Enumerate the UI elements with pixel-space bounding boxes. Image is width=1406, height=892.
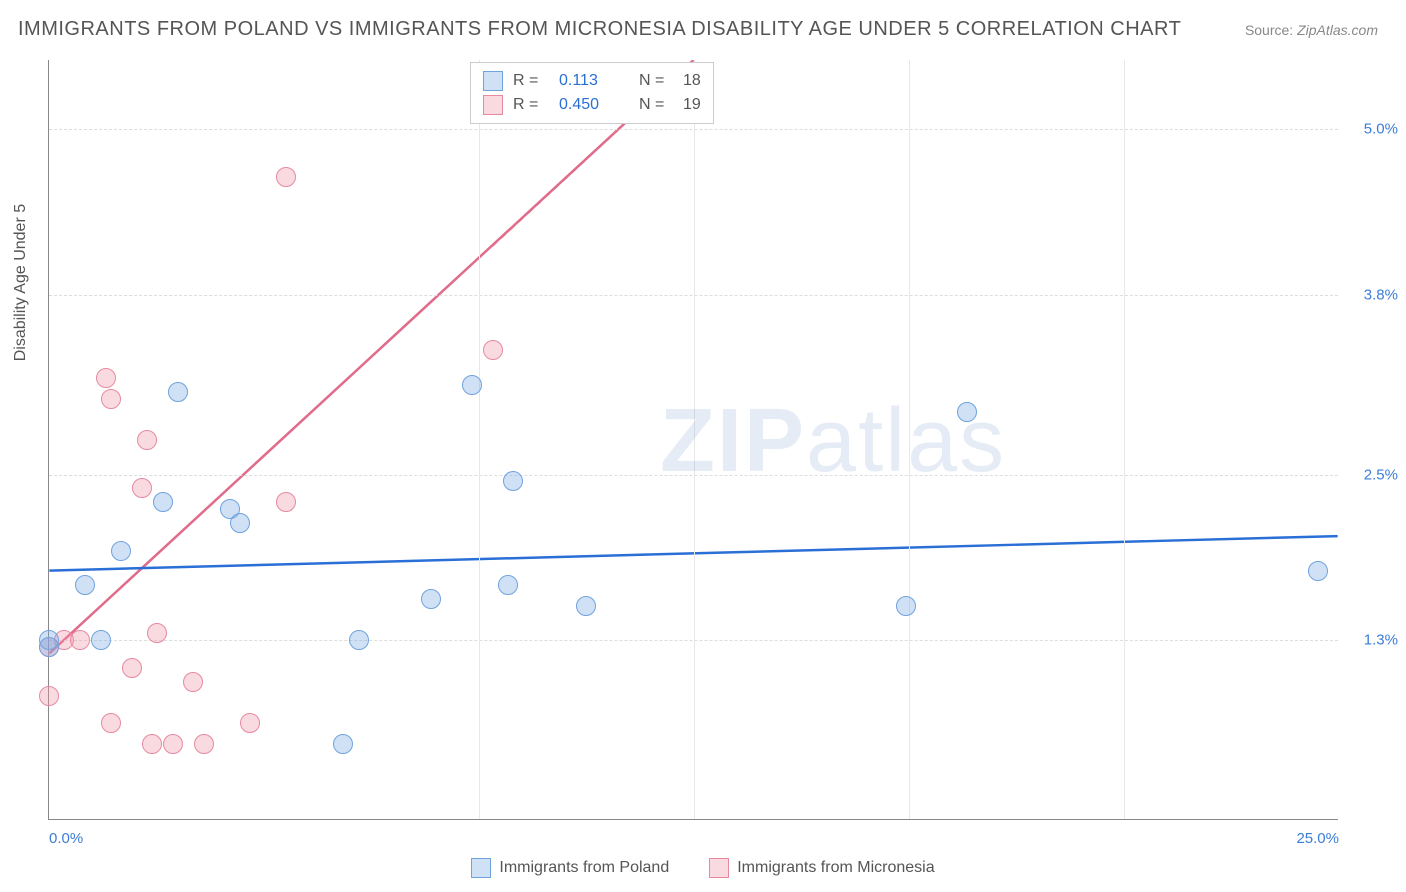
data-point-poland (168, 382, 188, 402)
plot-area: 1.3%2.5%3.8%5.0%0.0%25.0% (48, 60, 1338, 820)
data-point-micronesia (101, 713, 121, 733)
data-point-micronesia (276, 492, 296, 512)
legend-series: Immigrants from Poland Immigrants from M… (0, 858, 1406, 878)
data-point-micronesia (142, 734, 162, 754)
gridline-vertical (479, 60, 480, 819)
r-label: R = (513, 96, 549, 114)
data-point-poland (75, 575, 95, 595)
legend-swatch-poland (471, 858, 491, 878)
legend-row-poland: R = 0.113 N = 18 (483, 69, 701, 93)
legend-row-micronesia: R = 0.450 N = 19 (483, 93, 701, 117)
source-label: Source: (1245, 22, 1293, 38)
data-point-micronesia (194, 734, 214, 754)
data-point-poland (91, 630, 111, 650)
n-value: 18 (683, 72, 701, 90)
r-label: R = (513, 72, 549, 90)
n-label: N = (639, 96, 673, 114)
data-point-poland (111, 541, 131, 561)
data-point-poland (1308, 561, 1328, 581)
legend-label-poland: Immigrants from Poland (499, 859, 669, 877)
gridline-vertical (694, 60, 695, 819)
data-point-micronesia (101, 389, 121, 409)
y-tick-label: 2.5% (1346, 466, 1398, 483)
source-value: ZipAtlas.com (1297, 22, 1378, 38)
data-point-poland (421, 589, 441, 609)
y-tick-label: 3.8% (1346, 286, 1398, 303)
data-point-poland (349, 630, 369, 650)
r-value: 0.113 (559, 72, 615, 90)
data-point-poland (957, 402, 977, 422)
data-point-micronesia (137, 430, 157, 450)
data-point-micronesia (96, 368, 116, 388)
data-point-micronesia (39, 686, 59, 706)
legend-swatch-micronesia (709, 858, 729, 878)
legend-item-micronesia: Immigrants from Micronesia (709, 858, 934, 878)
gridline-vertical (909, 60, 910, 819)
data-point-micronesia (183, 672, 203, 692)
data-point-micronesia (276, 167, 296, 187)
data-point-poland (498, 575, 518, 595)
y-axis-label: Disability Age Under 5 (12, 204, 30, 361)
y-tick-label: 5.0% (1346, 121, 1398, 138)
legend-swatch (483, 95, 503, 115)
n-label: N = (639, 72, 673, 90)
y-tick-label: 1.3% (1346, 632, 1398, 649)
data-point-micronesia (70, 630, 90, 650)
data-point-poland (39, 630, 59, 650)
x-tick-label: 25.0% (1296, 830, 1339, 847)
data-point-micronesia (132, 478, 152, 498)
data-point-micronesia (483, 340, 503, 360)
data-point-poland (576, 596, 596, 616)
x-tick-label: 0.0% (49, 830, 83, 847)
data-point-poland (503, 471, 523, 491)
source-attribution: Source: ZipAtlas.com (1245, 22, 1378, 38)
data-point-micronesia (122, 658, 142, 678)
r-value: 0.450 (559, 96, 615, 114)
legend-item-poland: Immigrants from Poland (471, 858, 669, 878)
data-point-poland (220, 499, 240, 519)
data-point-poland (896, 596, 916, 616)
trendline-micronesia (49, 60, 693, 653)
data-point-micronesia (147, 623, 167, 643)
data-point-poland (153, 492, 173, 512)
data-point-poland (333, 734, 353, 754)
n-value: 19 (683, 96, 701, 114)
data-point-micronesia (240, 713, 260, 733)
legend-label-micronesia: Immigrants from Micronesia (737, 859, 934, 877)
legend-swatch (483, 71, 503, 91)
chart-title: IMMIGRANTS FROM POLAND VS IMMIGRANTS FRO… (18, 18, 1181, 41)
data-point-poland (462, 375, 482, 395)
data-point-micronesia (163, 734, 183, 754)
gridline-vertical (1124, 60, 1125, 819)
legend-correlation: R = 0.113 N = 18 R = 0.450 N = 19 (470, 62, 714, 124)
